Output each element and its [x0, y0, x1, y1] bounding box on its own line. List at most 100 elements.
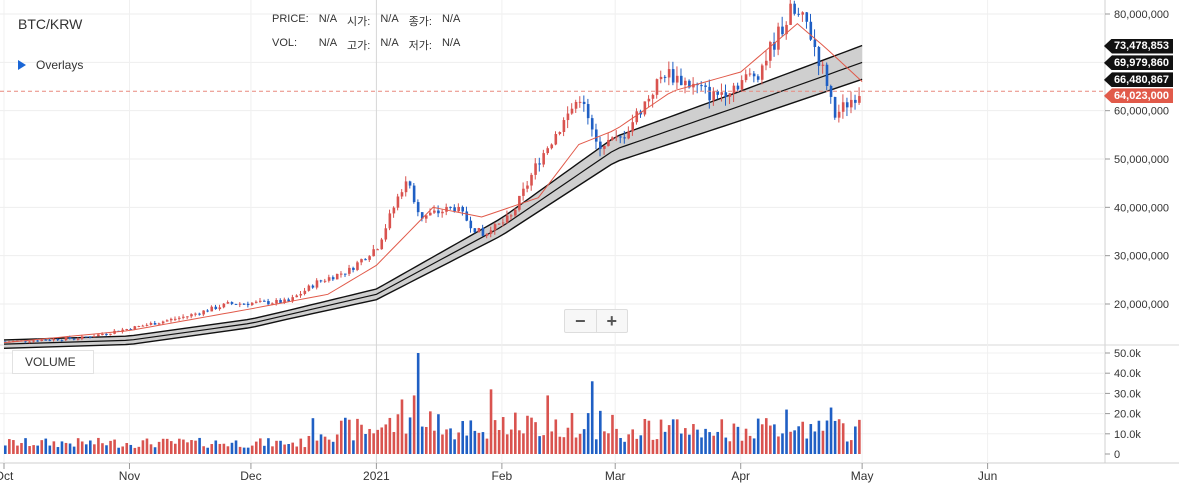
volume-bar: [607, 433, 610, 454]
price-tag: 73,478,853: [1103, 38, 1173, 54]
volume-bar: [744, 428, 748, 454]
volume-bar: [594, 439, 598, 454]
volume-bar: [708, 432, 711, 454]
candle-body: [295, 295, 299, 298]
volume-bar: [40, 440, 44, 454]
volume-bar: [696, 429, 699, 454]
candle-body: [728, 93, 732, 97]
candle-body: [704, 85, 707, 87]
volume-bar: [376, 429, 379, 454]
volume-bar: [275, 440, 278, 454]
volume-bar: [48, 445, 52, 454]
candle-body: [582, 101, 586, 105]
candle-body: [109, 333, 112, 335]
volume-bar: [457, 432, 460, 454]
volume-bar: [724, 437, 728, 454]
time-tick-label: Oct: [0, 469, 14, 483]
candle-body: [509, 215, 513, 217]
candle-body: [558, 131, 562, 135]
candle-body: [833, 96, 837, 118]
candle-body: [259, 300, 262, 302]
candle-body: [408, 181, 412, 186]
volume-bar: [210, 444, 214, 454]
volume-bar: [590, 381, 594, 454]
volume-bar: [230, 442, 234, 454]
volume-bar: [169, 441, 173, 454]
volume-bar: [566, 427, 570, 454]
candle-body: [773, 42, 776, 50]
candle-body: [202, 310, 205, 315]
candle-body: [825, 64, 829, 86]
volume-bar: [837, 419, 841, 454]
candle-body: [594, 129, 598, 142]
volume-bar: [769, 425, 772, 454]
candle-body: [364, 259, 367, 261]
volume-bar: [242, 447, 246, 454]
candle-body: [121, 329, 124, 332]
volume-panel-label: VOLUME: [12, 350, 94, 374]
moving-average-line: [3, 23, 863, 344]
candle-body: [724, 92, 728, 97]
candle-body: [829, 85, 833, 97]
candle-body: [376, 249, 379, 251]
candle-body: [287, 299, 290, 302]
candle-body: [530, 174, 533, 186]
low-value: N/A: [441, 37, 461, 49]
volume-bar: [817, 420, 821, 454]
candle-body: [817, 47, 821, 66]
candle-body: [198, 313, 201, 315]
volume-bar: [234, 440, 238, 454]
candle-body: [339, 273, 343, 275]
candle-body: [307, 285, 311, 291]
volume-bar: [858, 419, 861, 454]
volume-bar: [813, 431, 817, 454]
volume-bar: [327, 439, 331, 454]
candle-body: [368, 256, 371, 260]
candle-body: [186, 316, 189, 318]
volume-bar: [716, 431, 720, 454]
candle-body: [756, 76, 760, 80]
candle-body: [603, 145, 606, 149]
volume-bar: [263, 445, 266, 454]
volume-bar: [254, 441, 258, 454]
volume-bar: [218, 443, 222, 454]
candle-body: [631, 122, 635, 132]
time-tick-label: May: [851, 469, 874, 483]
close-value: N/A: [441, 13, 461, 25]
volume-bar: [64, 442, 68, 454]
candle-body: [412, 185, 416, 203]
candle-body: [554, 134, 558, 145]
volume-bar: [611, 414, 614, 454]
volume-bar: [267, 438, 270, 454]
candle-body: [327, 277, 331, 281]
candle-body: [611, 137, 614, 140]
volume-bar: [194, 440, 197, 454]
volume-bar: [380, 427, 384, 454]
volume-bar: [489, 389, 493, 454]
overlays-toggle[interactable]: Overlays: [18, 58, 83, 72]
candle-body: [283, 299, 286, 304]
zoom-out-button[interactable]: −: [565, 310, 597, 332]
candle-body: [404, 181, 408, 193]
volume-bar: [736, 426, 740, 454]
volume-bar: [829, 407, 833, 454]
candle-body: [623, 137, 626, 139]
volume-tick-label: 30.0k: [1114, 388, 1141, 400]
candle-body: [497, 223, 501, 225]
candle-body: [793, 3, 796, 14]
candle-body: [821, 64, 825, 66]
candle-body: [566, 113, 570, 121]
volume-bar: [4, 445, 7, 454]
candle-body: [712, 91, 715, 101]
volume-bar: [570, 412, 574, 454]
candle-body: [655, 79, 659, 95]
candle-body: [380, 239, 384, 250]
candle-body: [716, 91, 720, 95]
volume-bar: [651, 439, 655, 454]
candle-body: [174, 318, 177, 320]
volume-bar: [692, 424, 695, 454]
volume-bar: [198, 437, 201, 454]
candle-body: [615, 136, 618, 138]
zoom-in-button[interactable]: +: [606, 310, 617, 331]
